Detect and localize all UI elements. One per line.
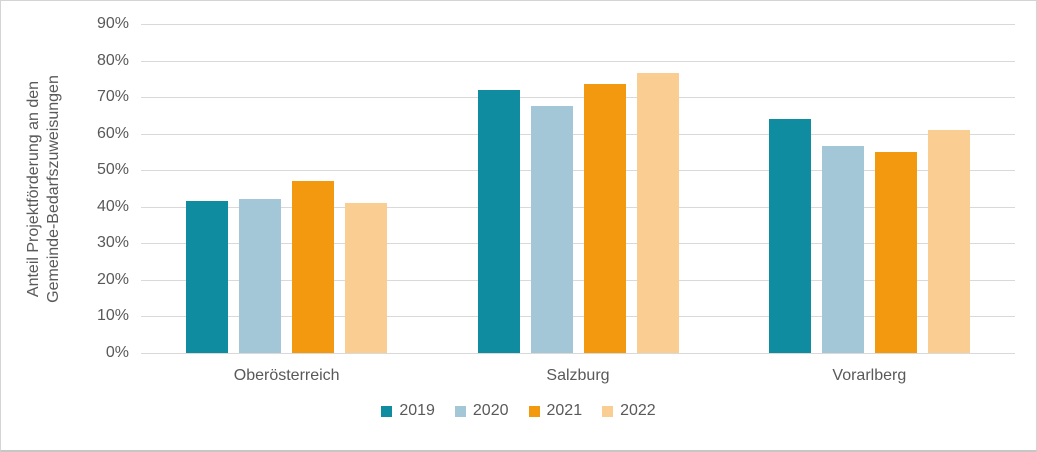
- x-axis-label-oberösterreich: Oberösterreich: [233, 367, 340, 384]
- legend-label-2020: 2020: [472, 402, 509, 419]
- bar-salzburg-2019: [477, 89, 520, 353]
- legend-item-2021: 2021: [528, 402, 583, 420]
- bar-oberösterreich-2020: [239, 199, 282, 353]
- x-axis-label-salzburg: Salzburg: [546, 367, 610, 384]
- y-tick-label-90%: 90%: [96, 15, 129, 32]
- gridline-50%: [141, 170, 1015, 172]
- y-tick-label-70%: 70%: [96, 88, 129, 106]
- gridline-70%: [141, 97, 1015, 99]
- bar-salzburg-2021: [583, 84, 626, 353]
- y-tick-label-60%: 60%: [96, 124, 129, 142]
- bar-salzburg-2020: [530, 106, 573, 353]
- legend-label-2019: 2019: [399, 402, 435, 419]
- gridline-40%: [141, 206, 1015, 208]
- y-tick-label-10%: 10%: [96, 307, 129, 325]
- bar-vorarlberg-2021: [874, 151, 917, 353]
- y-tick-label-50%: 50%: [96, 161, 129, 179]
- bar-vorarlberg-2022: [927, 130, 970, 353]
- y-axis-title-line2: Gemeinde-Bedarfszuweisungen: [45, 75, 62, 303]
- legend-swatch-2020: [454, 405, 466, 417]
- legend-item-2022: 2022: [602, 402, 656, 420]
- y-tick-label-80%: 80%: [96, 51, 129, 69]
- bar-oberösterreich-2019: [186, 201, 229, 353]
- legend-swatch-2019: [381, 405, 393, 417]
- y-axis-title: Anteil Projektförderung an den Gemeinde-…: [24, 75, 64, 303]
- bar-vorarlberg-2019: [768, 119, 811, 353]
- legend-item-2019: 2019: [381, 402, 435, 420]
- bar-oberösterreich-2021: [292, 181, 335, 353]
- x-axis-label-vorarlberg: Vorarlberg: [832, 367, 907, 384]
- gridline-10%: [141, 316, 1015, 318]
- y-tick-label-0%: 0%: [105, 344, 129, 361]
- legend-label-2022: 2022: [620, 402, 656, 419]
- gridline-80%: [141, 60, 1015, 62]
- gridline-60%: [141, 133, 1015, 135]
- gridline-20%: [141, 279, 1015, 281]
- gridline-30%: [141, 243, 1015, 245]
- bar-vorarlberg-2020: [821, 146, 864, 353]
- legend-swatch-2022: [602, 405, 614, 417]
- y-tick-label-30%: 30%: [96, 234, 129, 252]
- legend-item-2020: 2020: [454, 402, 509, 420]
- legend-swatch-2021: [528, 405, 540, 417]
- y-axis-title-line1: Anteil Projektförderung an den: [25, 80, 42, 298]
- bar-salzburg-2022: [636, 73, 679, 353]
- gridline-90%: [141, 24, 1015, 25]
- bar-oberösterreich-2022: [345, 203, 388, 353]
- y-tick-label-40%: 40%: [96, 197, 129, 215]
- gridline-0%: [141, 353, 1015, 354]
- legend: 2019 2020 2021 2022: [1, 402, 1036, 420]
- legend-label-2021: 2021: [546, 402, 583, 419]
- y-tick-label-20%: 20%: [96, 270, 129, 288]
